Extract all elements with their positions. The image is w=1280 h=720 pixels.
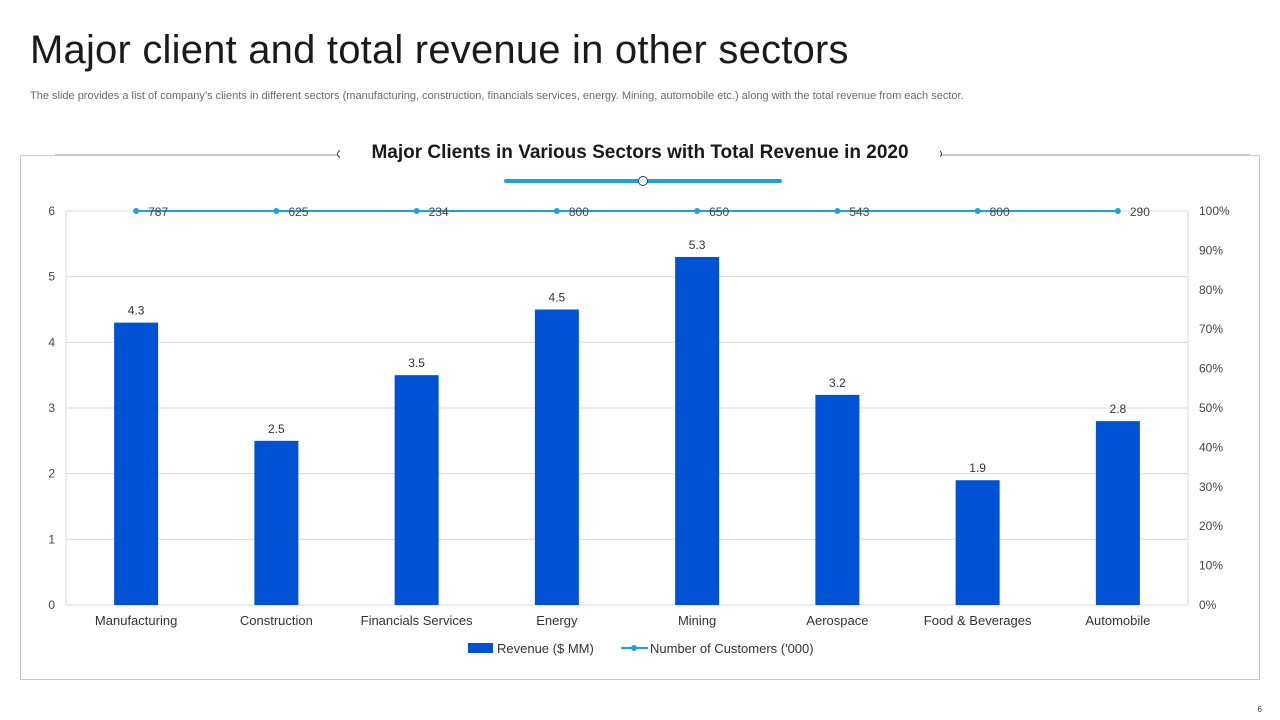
revenue-bar	[534, 309, 579, 605]
slide-subtitle: The slide provides a list of company’s c…	[30, 90, 964, 102]
legend-customers-marker	[631, 645, 637, 651]
revenue-bar	[815, 394, 860, 605]
x-tick-label: Energy	[536, 613, 578, 628]
line-data-label: 290	[1130, 205, 1150, 219]
y-right-tick-label: 20%	[1199, 519, 1223, 533]
y-left-tick-label: 2	[48, 467, 55, 481]
revenue-bar	[1095, 421, 1140, 605]
customers-point	[553, 208, 560, 214]
y-left-tick-label: 0	[48, 598, 55, 612]
x-tick-label: Construction	[240, 613, 313, 628]
customers-point	[974, 208, 981, 214]
x-tick-label: Mining	[678, 613, 716, 628]
line-data-label: 234	[429, 205, 449, 219]
x-tick-label: Financials Services	[361, 613, 473, 628]
bar-data-label: 4.3	[128, 304, 145, 318]
y-left-tick-label: 4	[48, 335, 55, 349]
x-tick-label: Automobile	[1085, 613, 1150, 628]
customers-point	[834, 208, 841, 214]
y-right-tick-label: 70%	[1199, 322, 1223, 336]
x-tick-label: Manufacturing	[95, 613, 177, 628]
legend-customers-label: Number of Customers ('000)	[650, 641, 814, 656]
line-data-label: 800	[990, 205, 1010, 219]
y-right-tick-label: 40%	[1199, 440, 1223, 454]
y-left-tick-label: 5	[48, 270, 55, 284]
bar-data-label: 1.9	[969, 461, 986, 475]
y-left-tick-label: 6	[48, 204, 55, 218]
revenue-bar	[114, 322, 159, 605]
bar-data-label: 2.5	[268, 422, 285, 436]
line-data-label: 543	[849, 205, 869, 219]
bar-data-label: 5.3	[689, 238, 706, 252]
line-data-label: 625	[288, 205, 308, 219]
y-right-tick-label: 90%	[1199, 243, 1223, 257]
revenue-bar	[675, 256, 720, 605]
y-right-tick-label: 10%	[1199, 559, 1223, 573]
bar-data-label: 3.5	[408, 356, 425, 370]
y-right-tick-label: 50%	[1199, 401, 1223, 415]
header-divider-left	[55, 154, 345, 155]
bar-data-label: 3.2	[829, 376, 846, 390]
legend-revenue-swatch	[468, 643, 493, 653]
bar-data-label: 2.8	[1110, 402, 1127, 416]
slide-title: Major client and total revenue in other …	[30, 28, 849, 72]
y-right-tick-label: 60%	[1199, 362, 1223, 376]
y-right-tick-label: 0%	[1199, 598, 1217, 612]
revenue-bar	[394, 375, 439, 605]
accent-dot	[638, 176, 648, 186]
legend-revenue-label: Revenue ($ MM)	[497, 641, 594, 656]
customers-point	[273, 208, 280, 214]
revenue-bar	[955, 480, 1000, 605]
customers-point	[133, 208, 140, 214]
customers-point	[694, 208, 701, 214]
page-number: 6	[1257, 705, 1262, 714]
line-data-label: 800	[569, 205, 589, 219]
y-left-tick-label: 3	[48, 401, 55, 415]
header-divider-right	[940, 154, 1250, 155]
y-right-tick-label: 30%	[1199, 480, 1223, 494]
customers-point	[1114, 208, 1121, 214]
y-right-tick-label: 100%	[1199, 204, 1230, 218]
line-data-label: 650	[709, 205, 729, 219]
line-data-label: 787	[148, 205, 168, 219]
customers-point	[413, 208, 420, 214]
x-tick-label: Food & Beverages	[924, 613, 1032, 628]
y-left-tick-label: 1	[48, 532, 55, 546]
bar-data-label: 4.5	[549, 291, 566, 305]
x-tick-label: Aerospace	[806, 613, 868, 628]
revenue-bar	[254, 440, 299, 605]
y-right-tick-label: 80%	[1199, 283, 1223, 297]
chart-title: Major Clients in Various Sectors with To…	[340, 142, 940, 164]
